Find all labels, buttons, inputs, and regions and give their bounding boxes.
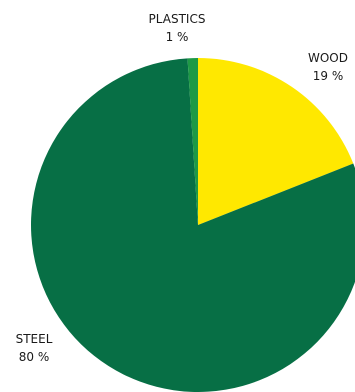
pie-slice-plastics (187, 58, 198, 225)
label-wood-name: WOOD (308, 51, 348, 65)
pie-slice-wood (198, 58, 354, 225)
label-plastics-value: 1 % (166, 30, 189, 44)
label-steel-name: STEEL (16, 332, 53, 346)
label-wood: WOOD 19 % (308, 51, 348, 83)
label-steel: STEEL 80 % (16, 332, 53, 364)
label-plastics: PLASTICS 1 % (149, 12, 206, 44)
label-plastics-name: PLASTICS (149, 12, 206, 26)
label-wood-value: 19 % (313, 69, 344, 83)
label-steel-value: 80 % (19, 350, 50, 364)
pie-slices (31, 58, 355, 392)
pie-slice-steel (31, 58, 355, 392)
